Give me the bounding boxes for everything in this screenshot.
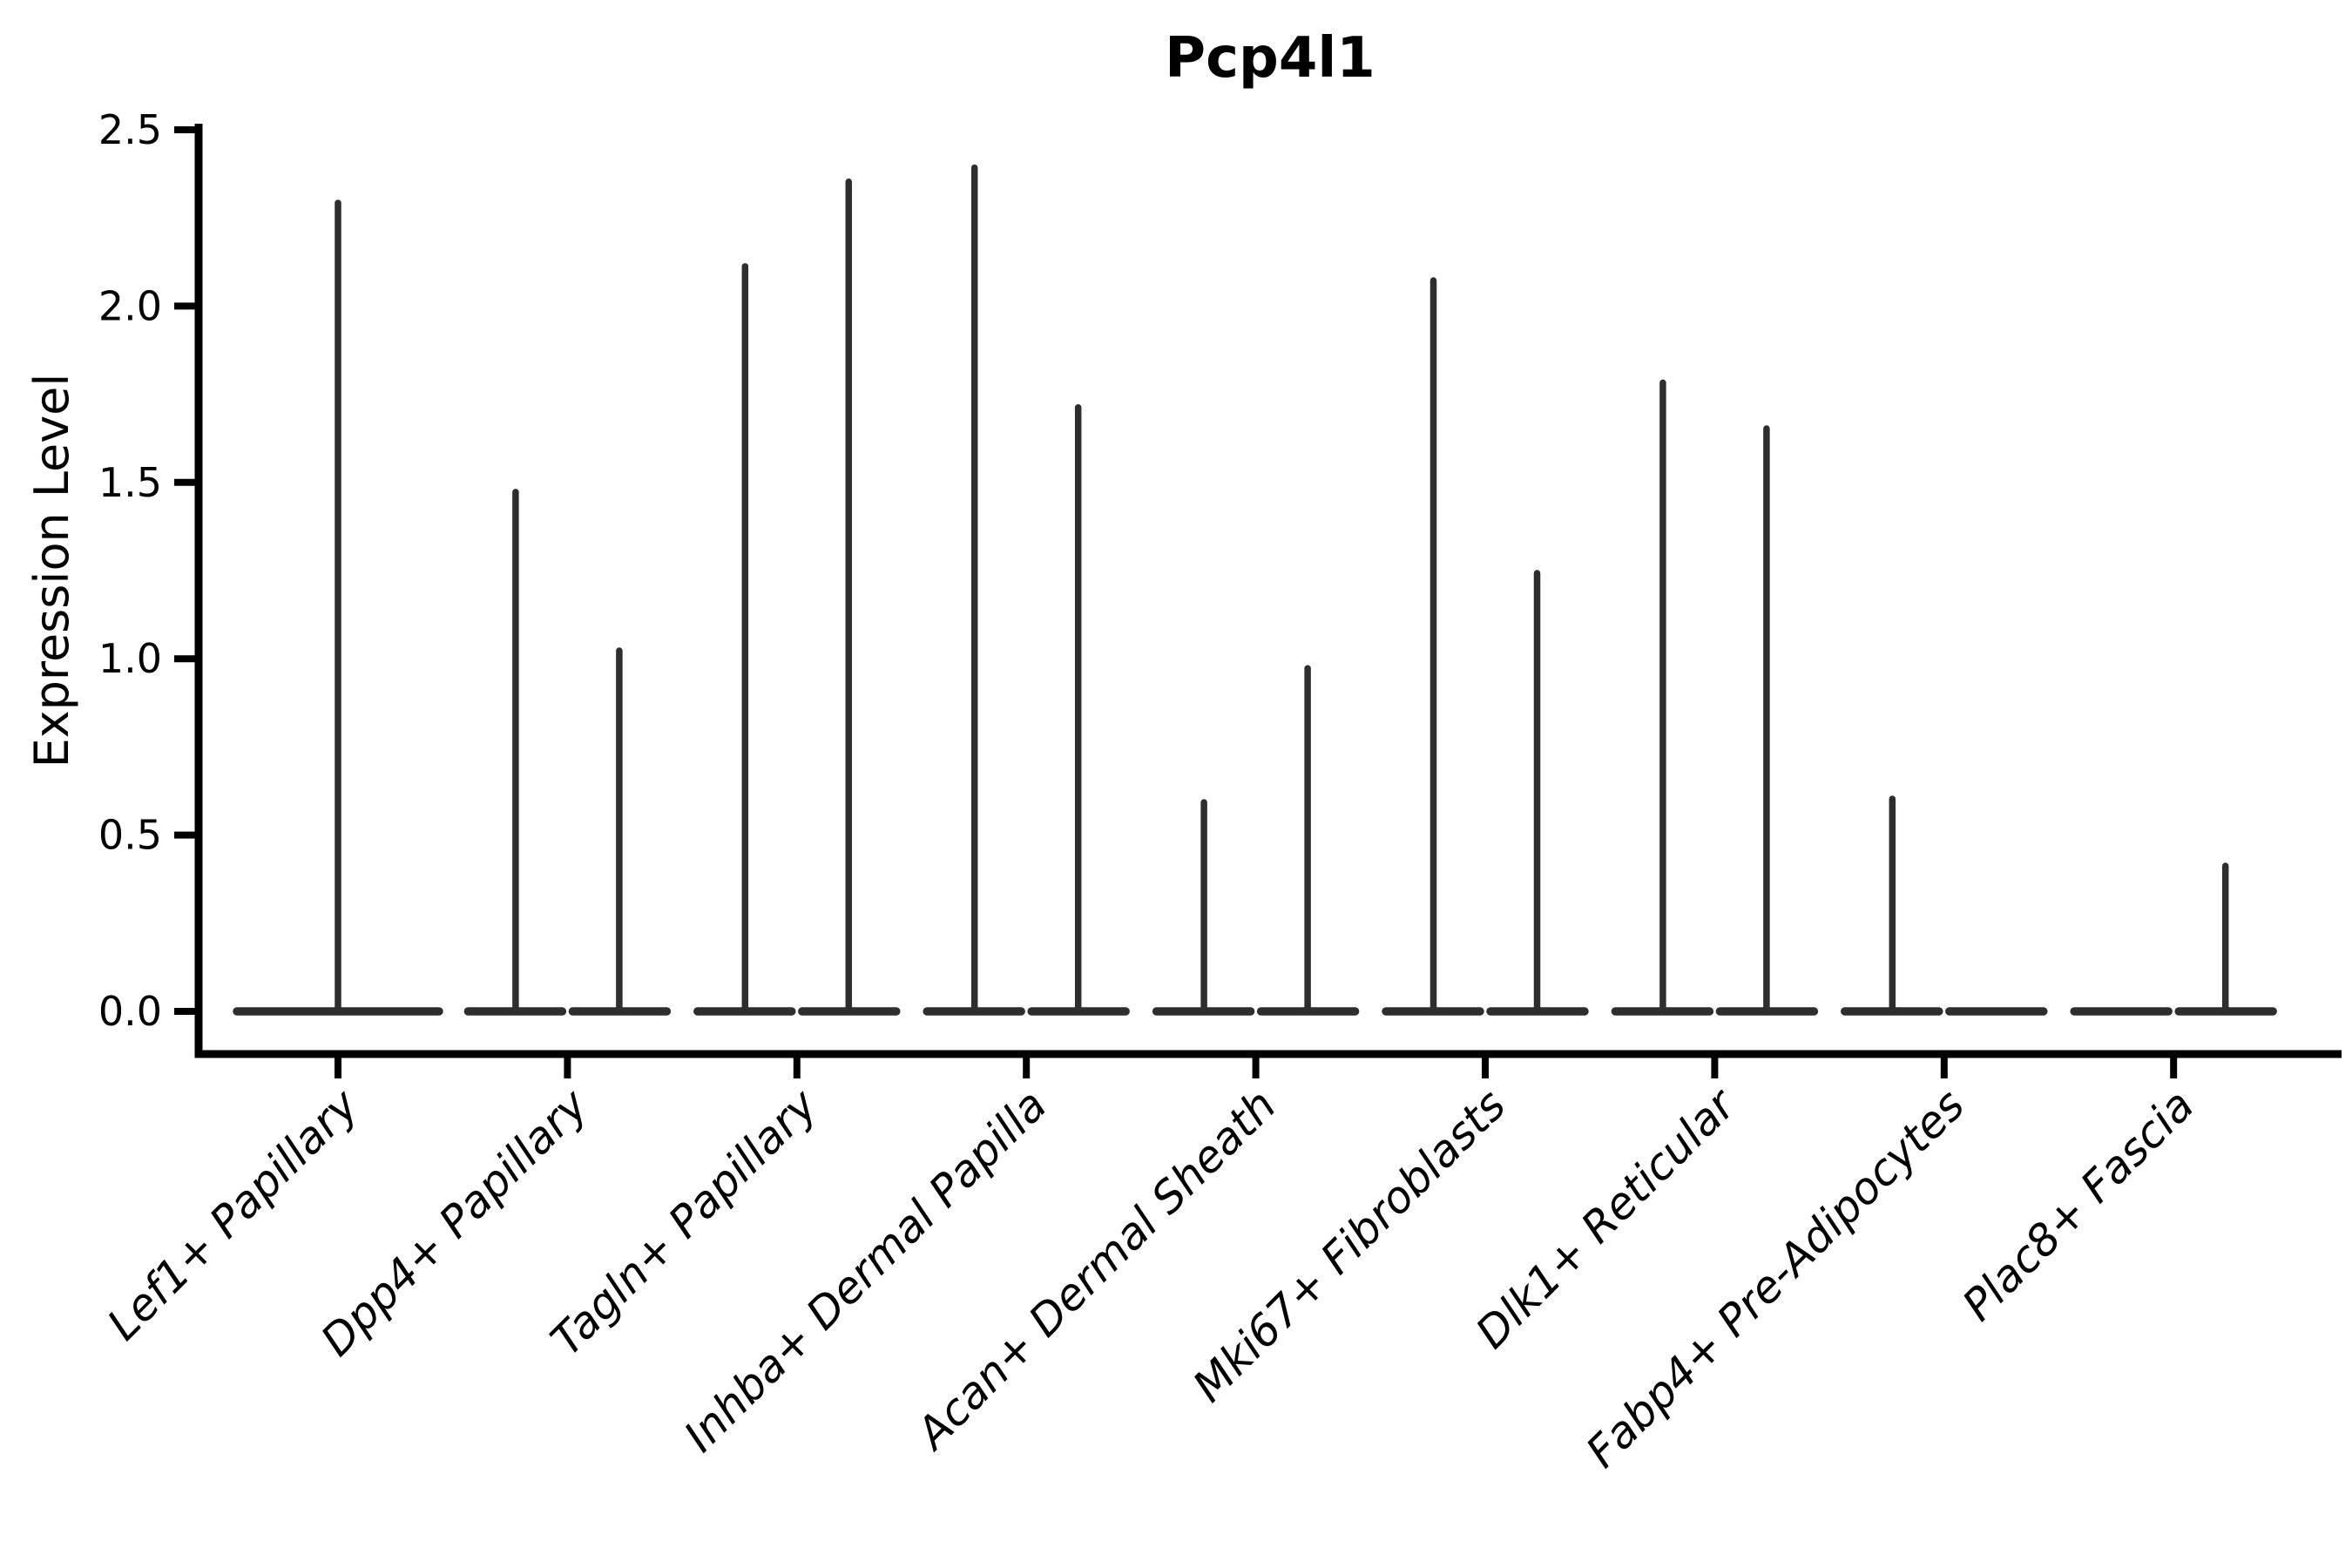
violin-group <box>2070 862 2277 1016</box>
y-tick-label: 2.5 <box>98 106 162 153</box>
x-tick-label: Acan+ Dermal Sheath <box>905 1079 1286 1460</box>
x-tick-label: Inhba+ Dermal Papilla <box>674 1079 1056 1461</box>
violin-group <box>1841 795 2048 1016</box>
violin-group <box>1382 277 1589 1016</box>
violins-layer <box>233 164 2277 1016</box>
x-tick-label: Fabp4+ Pre-Adipocytes <box>1577 1079 1975 1477</box>
x-tick-label: Lef1+ Papillary <box>98 1078 368 1349</box>
y-tick-label: 1.0 <box>98 635 162 682</box>
violin-group <box>233 199 443 1016</box>
chart-title: Pcp4l1 <box>1165 26 1375 91</box>
violin-group <box>693 178 901 1016</box>
x-tick-label: Plac8+ Fascia <box>1953 1079 2204 1330</box>
y-tick-label: 0.5 <box>98 812 162 859</box>
y-tick-label: 0.0 <box>98 988 162 1035</box>
y-tick-label: 2.0 <box>98 282 162 329</box>
y-axis-label: Expression Level <box>24 374 79 768</box>
y-tick-label: 1.5 <box>98 459 162 506</box>
violin-group <box>923 164 1130 1016</box>
violin-group <box>1611 379 1819 1016</box>
violin-group <box>1152 665 1360 1016</box>
violin-group <box>463 489 672 1016</box>
